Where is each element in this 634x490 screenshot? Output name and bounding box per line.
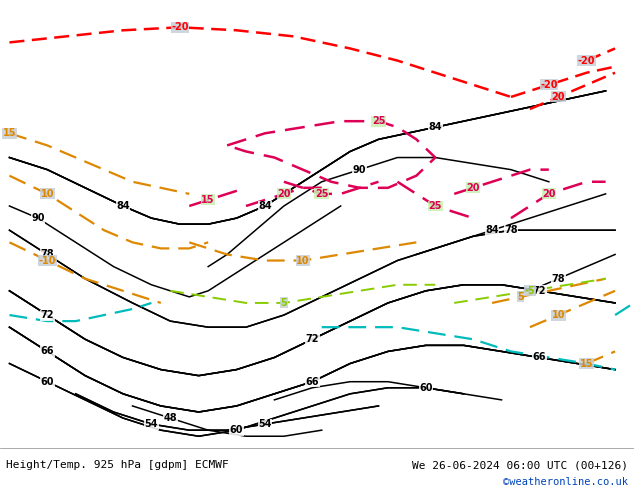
Text: 66: 66 xyxy=(41,346,54,356)
Text: 15: 15 xyxy=(580,359,593,368)
Text: 48: 48 xyxy=(164,413,177,423)
Text: 25: 25 xyxy=(315,189,328,199)
Text: 72: 72 xyxy=(306,334,319,344)
Text: -20: -20 xyxy=(171,22,188,32)
Text: 10: 10 xyxy=(296,255,309,266)
Text: ©weatheronline.co.uk: ©weatheronline.co.uk xyxy=(503,477,628,487)
Text: 84: 84 xyxy=(116,201,130,211)
Text: 20: 20 xyxy=(467,183,480,193)
Text: 54: 54 xyxy=(145,419,158,429)
Text: 60: 60 xyxy=(41,377,54,387)
Text: 20: 20 xyxy=(542,189,555,199)
Text: 90: 90 xyxy=(353,165,366,174)
Text: 10: 10 xyxy=(552,310,565,320)
Text: 78: 78 xyxy=(504,225,518,235)
Text: 84: 84 xyxy=(258,201,272,211)
Text: Height/Temp. 925 hPa [gdpm] ECMWF: Height/Temp. 925 hPa [gdpm] ECMWF xyxy=(6,460,229,470)
Text: We 26-06-2024 06:00 UTC (00+126): We 26-06-2024 06:00 UTC (00+126) xyxy=(411,460,628,470)
Text: 5: 5 xyxy=(280,298,287,308)
Text: 84: 84 xyxy=(429,122,442,132)
Text: 66: 66 xyxy=(306,377,319,387)
Text: 20: 20 xyxy=(552,92,565,102)
Text: 78: 78 xyxy=(41,249,54,260)
Text: 60: 60 xyxy=(230,425,243,435)
Text: 60: 60 xyxy=(419,383,432,393)
Text: -5: -5 xyxy=(524,286,535,296)
Text: 20: 20 xyxy=(277,189,290,199)
Text: 78: 78 xyxy=(552,274,565,284)
Text: 25: 25 xyxy=(372,116,385,126)
Text: 15: 15 xyxy=(3,128,16,138)
Text: 10: 10 xyxy=(41,189,54,199)
Text: 90: 90 xyxy=(31,213,44,223)
Text: 25: 25 xyxy=(429,201,442,211)
Text: 72: 72 xyxy=(533,286,546,296)
Text: 54: 54 xyxy=(258,419,272,429)
Text: 15: 15 xyxy=(202,195,215,205)
Text: -20: -20 xyxy=(540,80,557,90)
Text: 72: 72 xyxy=(41,310,54,320)
Text: 84: 84 xyxy=(485,225,499,235)
Text: -20: -20 xyxy=(578,55,595,66)
Text: -10: -10 xyxy=(39,255,56,266)
Text: 5: 5 xyxy=(517,292,524,302)
Text: 66: 66 xyxy=(533,352,546,363)
